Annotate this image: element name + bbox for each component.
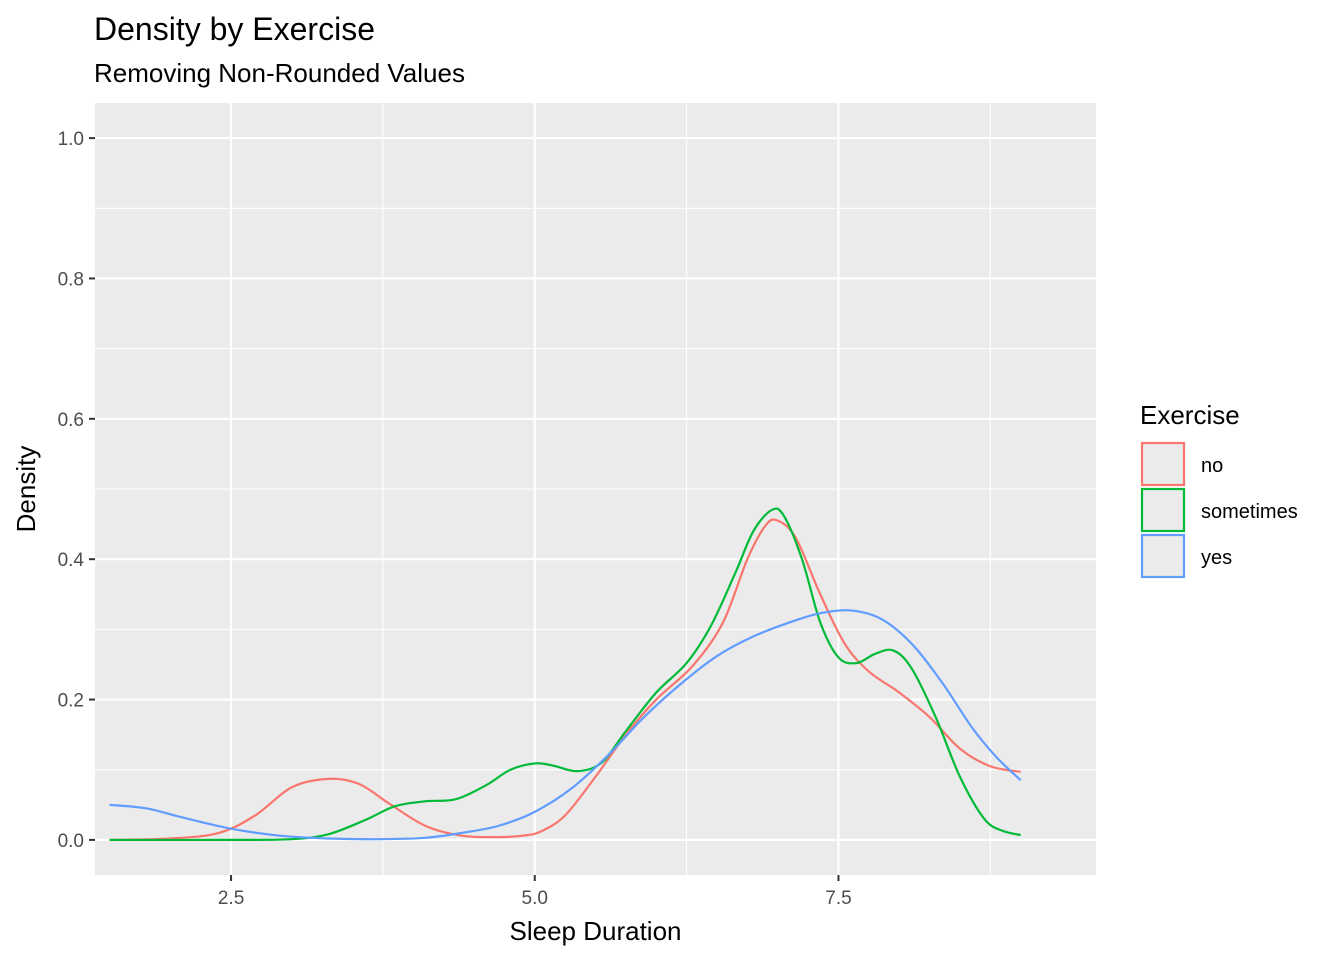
- y-tick-label: 0.0: [58, 831, 84, 852]
- series-line-no: [109, 518, 1021, 842]
- y-axis-title: Density: [11, 446, 41, 533]
- legend-key-yes: [1140, 533, 1186, 579]
- legend-key-sometimes: [1140, 487, 1186, 533]
- legend-title: Exercise: [1140, 400, 1240, 430]
- y-tick-label: 0.8: [58, 269, 84, 290]
- legend-key-no: [1140, 441, 1186, 487]
- chart-title: Density by Exercise: [94, 11, 375, 47]
- x-tick-label: 2.5: [218, 888, 244, 909]
- legend-label-sometimes: sometimes: [1201, 501, 1298, 523]
- y-axis: 0.0 0.2 0.4 0.6 0.8 1.0: [58, 129, 95, 852]
- chart-subtitle: Removing Non-Rounded Values: [94, 58, 465, 88]
- minor-gridlines: [78, 103, 1096, 875]
- x-tick-label: 7.5: [825, 888, 851, 909]
- legend-label-no: no: [1201, 455, 1223, 477]
- legend-label-yes: yes: [1201, 547, 1232, 569]
- major-gridlines: [95, 103, 1096, 875]
- y-tick-label: 0.2: [58, 691, 84, 712]
- density-curves: [109, 507, 1022, 842]
- y-tick-label: 0.6: [58, 410, 84, 431]
- y-tick-label: 0.4: [58, 550, 85, 571]
- series-line-sometimes: [109, 507, 1021, 842]
- x-axis-title: Sleep Duration: [510, 916, 682, 946]
- legend: Exercise no sometimes yes: [1140, 400, 1298, 579]
- x-tick-label: 5.0: [522, 888, 548, 909]
- x-axis: 2.5 5.0 7.5: [218, 875, 852, 909]
- series-line-yes: [109, 609, 1022, 841]
- y-tick-label: 1.0: [58, 129, 84, 150]
